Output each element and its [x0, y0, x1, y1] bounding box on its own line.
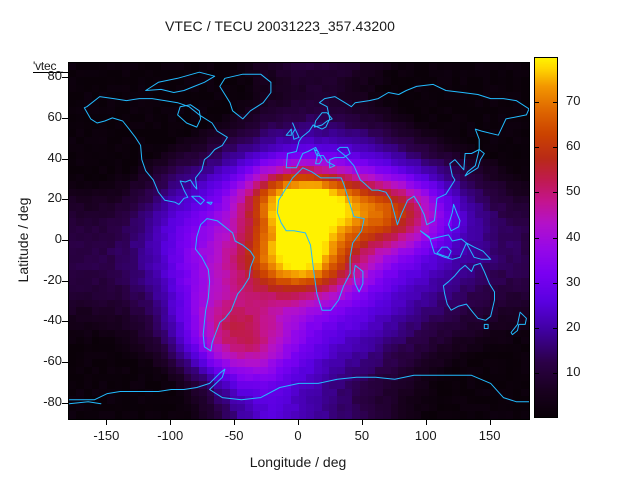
colorbar-tick-mark — [534, 147, 539, 148]
x-tick-label: 0 — [294, 428, 302, 443]
y-tick-mark — [62, 118, 68, 119]
colorbar-tick-label: 10 — [566, 363, 581, 379]
y-tick-mark — [62, 199, 68, 200]
colorbar-tick-mark — [534, 328, 539, 329]
colorbar-tick-label: 30 — [566, 273, 581, 289]
y-tick-mark — [62, 403, 68, 404]
colorbar-tick-mark — [553, 373, 558, 374]
x-tick-mark — [234, 419, 235, 425]
x-tick-label: -50 — [224, 428, 244, 443]
colorbar-tick-mark — [534, 373, 539, 374]
colorbar-tick-label: 70 — [566, 93, 581, 109]
colorbar-tick-label: 20 — [566, 318, 581, 334]
colorbar-gradient — [535, 58, 557, 417]
x-tick-mark — [362, 419, 363, 425]
y-tick-label: 20 — [47, 190, 62, 206]
y-tick-mark — [62, 281, 68, 282]
x-tick-mark — [170, 419, 171, 425]
y-tick-label: 60 — [47, 108, 62, 124]
colorbar-tick-mark — [534, 283, 539, 284]
x-tick-label: 150 — [478, 428, 501, 443]
x-tick-label: -150 — [93, 428, 120, 443]
colorbar-tick-label: 50 — [566, 183, 581, 199]
y-tick-mark — [62, 240, 68, 241]
colorbar-tick-mark — [553, 192, 558, 193]
colorbar-tick-label: 60 — [566, 138, 581, 154]
x-tick-label: -100 — [157, 428, 184, 443]
map-axes — [68, 62, 530, 420]
colorbar-tick-mark — [534, 238, 539, 239]
colorbar-tick-label: 40 — [566, 228, 581, 244]
colorbar-tick-mark — [553, 283, 558, 284]
colorbar-tick-mark — [553, 147, 558, 148]
y-tick-mark — [62, 362, 68, 363]
y-tick-mark — [62, 321, 68, 322]
colorbar-tick-mark — [553, 238, 558, 239]
x-tick-label: 50 — [354, 428, 370, 443]
corner-annotation-rule — [33, 72, 69, 73]
page-title: VTEC / TECU 20031223_357.43200 — [164, 18, 395, 34]
y-tick-label: 0 — [54, 231, 62, 246]
y-tick-mark — [62, 159, 68, 160]
x-tick-mark — [490, 419, 491, 425]
colorbar-tick-mark — [553, 102, 558, 103]
x-tick-mark — [426, 419, 427, 425]
colorbar-tick-mark — [534, 192, 539, 193]
x-axis-title: Longitude / deg — [249, 454, 347, 470]
y-tick-label: -60 — [43, 353, 62, 369]
y-tick-label: 80 — [47, 68, 62, 84]
y-tick-mark — [62, 77, 68, 78]
x-tick-mark — [106, 419, 107, 425]
coastline-overlay — [69, 71, 529, 405]
colorbar — [534, 57, 558, 418]
colorbar-tick-mark — [553, 328, 558, 329]
y-tick-label: -40 — [43, 312, 62, 328]
y-tick-label: 40 — [47, 149, 62, 165]
x-tick-label: 100 — [414, 428, 437, 443]
x-tick-mark — [298, 419, 299, 425]
corner-annotation-label: 'vtec_ — [33, 59, 63, 73]
y-tick-label: -20 — [43, 271, 62, 287]
colorbar-tick-mark — [534, 102, 539, 103]
y-tick-label: -80 — [43, 393, 62, 409]
